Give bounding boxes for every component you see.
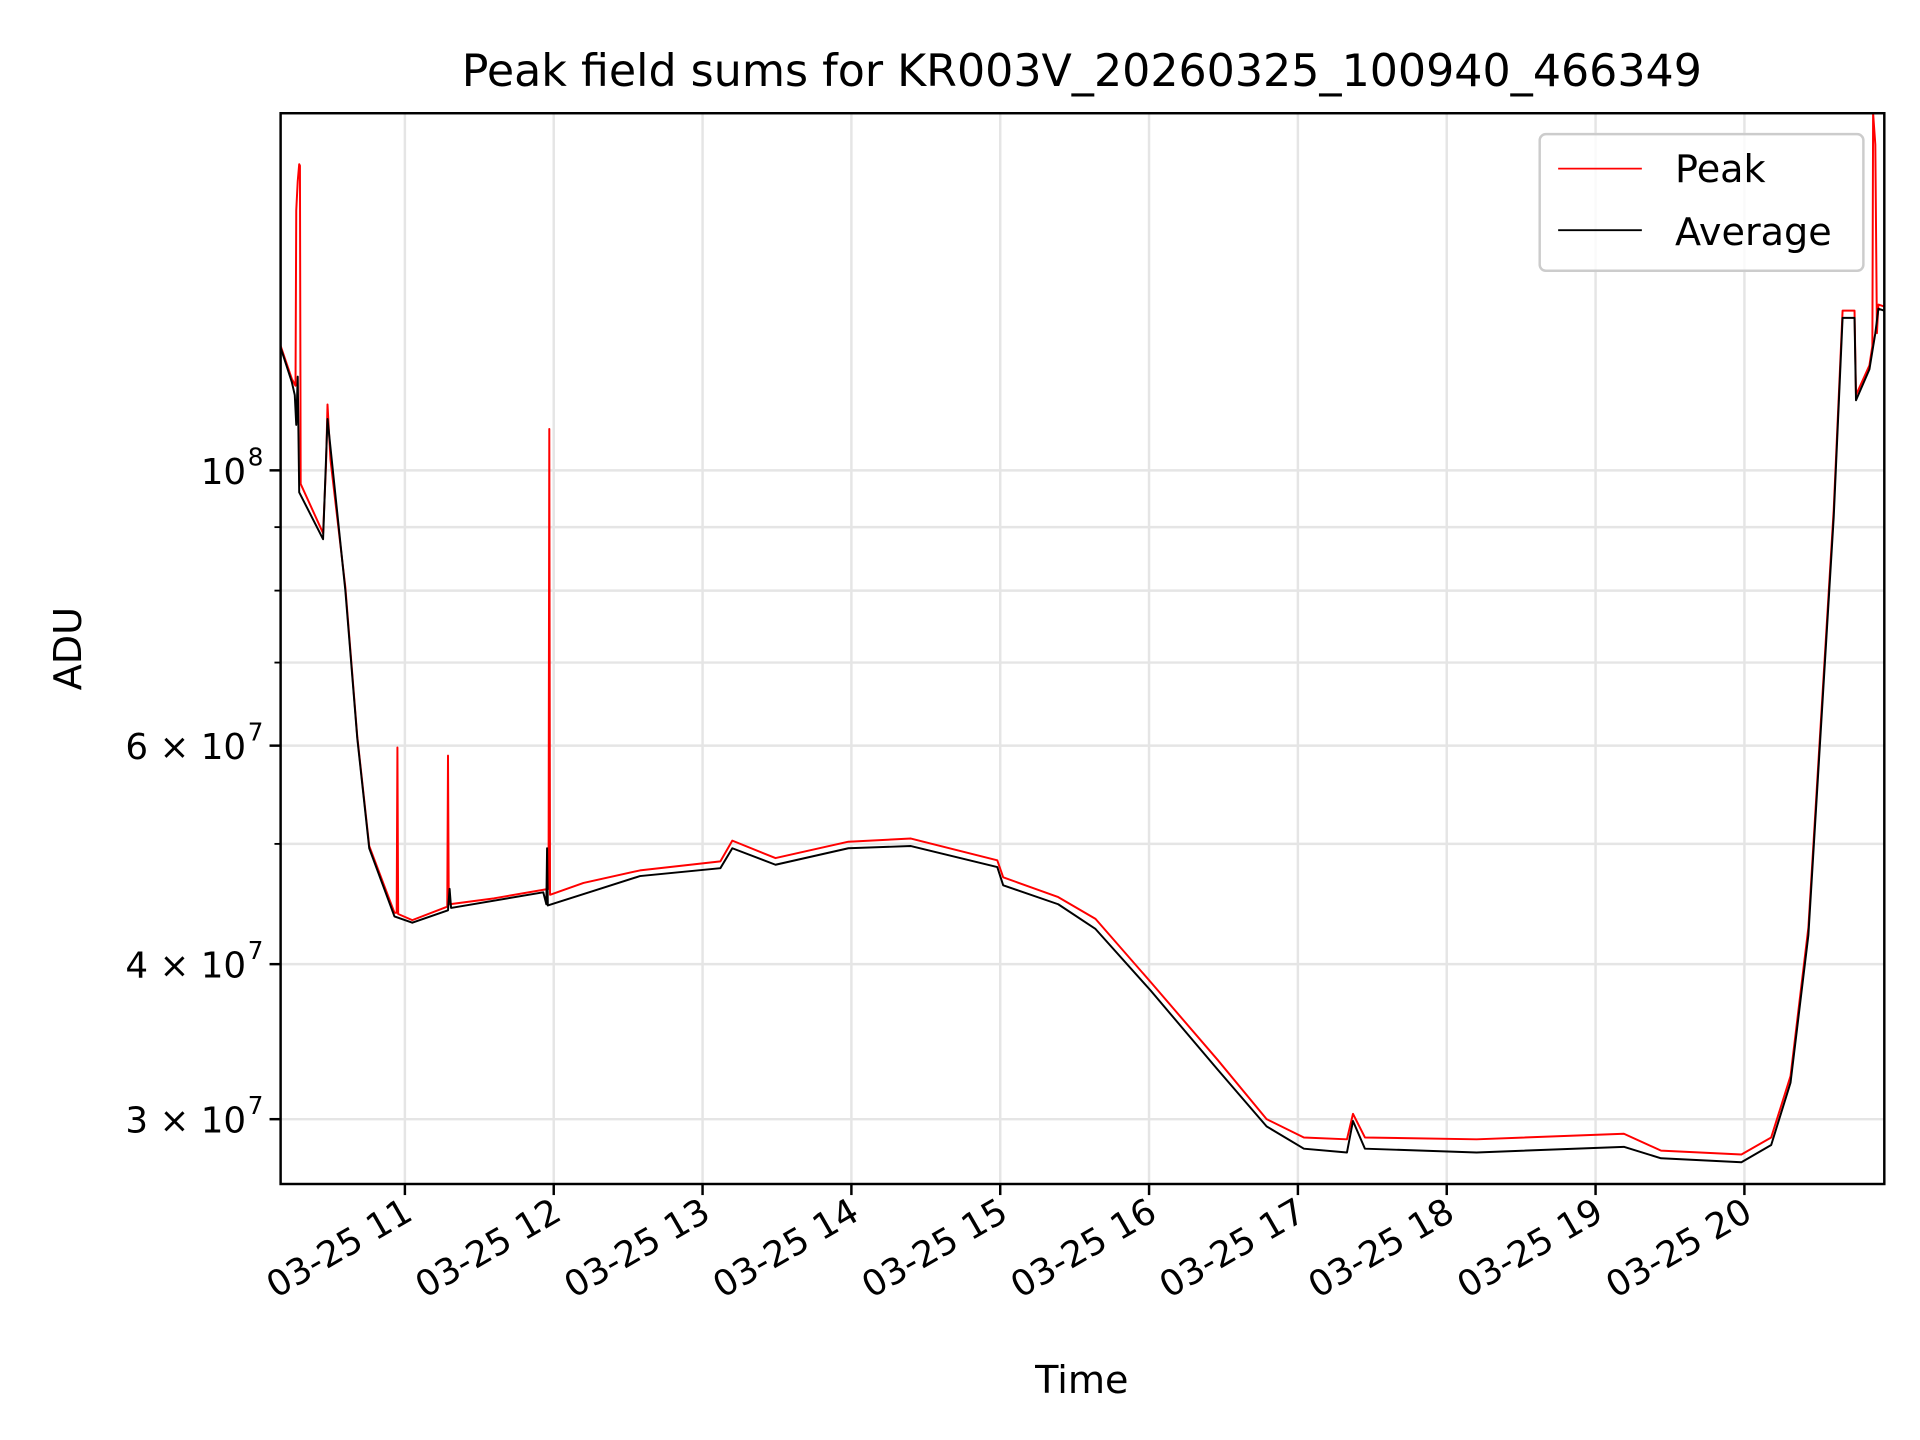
y-tick-label: 4 × 10 bbox=[125, 946, 246, 987]
y-tick-base: 3 × 10 bbox=[125, 1101, 246, 1142]
series-line-average bbox=[279, 307, 1885, 1164]
y-tick-exponent: 8 bbox=[248, 442, 264, 471]
legend-label-average: Average bbox=[1675, 210, 1832, 254]
y-axis: 10 86 × 10 74 × 10 73 × 10 7 bbox=[125, 442, 281, 1142]
legend: Peak Average bbox=[1538, 132, 1865, 272]
y-tick-exponent: 7 bbox=[248, 1091, 264, 1120]
y-axis-label: ADU bbox=[46, 607, 90, 690]
x-axis-label: Time bbox=[1034, 1358, 1128, 1402]
y-tick-exponent: 7 bbox=[248, 718, 264, 747]
y-tick-label: 6 × 10 bbox=[125, 727, 246, 768]
plot-frame bbox=[279, 112, 1886, 1186]
y-tick-base: 4 × 10 bbox=[125, 946, 246, 987]
legend-label-peak: Peak bbox=[1675, 147, 1766, 191]
y-tick-label: 10 bbox=[201, 452, 246, 493]
y-tick-base: 10 bbox=[201, 452, 246, 493]
chart-title: Peak field sums for KR003V_20260325_1009… bbox=[462, 46, 1702, 97]
y-tick-label: 3 × 10 bbox=[125, 1101, 246, 1142]
series-lines bbox=[279, 112, 1885, 1164]
y-tick-base: 6 × 10 bbox=[125, 727, 246, 768]
y-tick-exponent: 7 bbox=[248, 936, 264, 965]
